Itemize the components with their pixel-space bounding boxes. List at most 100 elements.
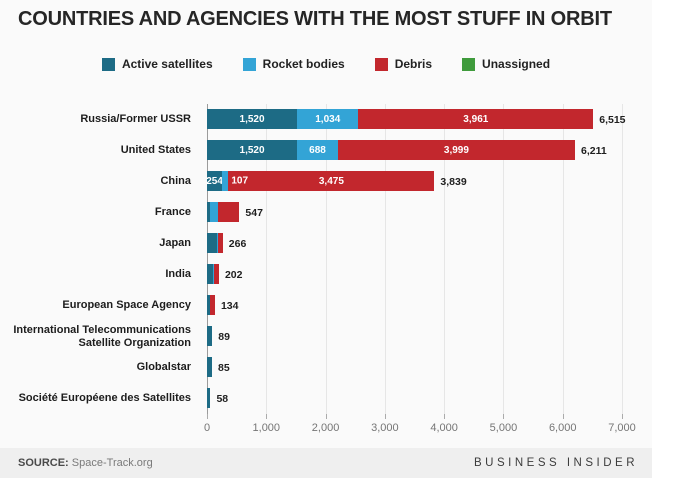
bar-row: China 254 107 3,475 3,839 (0, 166, 652, 197)
bar-row: European Space Agency 134 (0, 290, 652, 321)
bar-row: France 547 (0, 197, 652, 228)
grid-line (325, 104, 327, 414)
total-label: 58 (216, 392, 229, 405)
tick-label: 4,000 (430, 422, 458, 434)
segment-value-label: 254 (206, 175, 223, 187)
bar-segment-debris (213, 264, 219, 284)
bar-segment-active: 254 (206, 171, 223, 191)
grid-line (622, 104, 623, 414)
bar-segment-debris: 3,475 (228, 171, 435, 191)
legend: Active satellites Rocket bodies Debris U… (0, 57, 652, 71)
tick-mark (266, 414, 268, 419)
segment-value-label: 688 (309, 144, 326, 156)
row-label: Japan (159, 237, 191, 249)
row-label: European Space Agency (62, 299, 191, 311)
tick-label: 0 (203, 422, 211, 434)
tick-mark (562, 414, 564, 419)
tick-mark (325, 414, 327, 419)
bar-segment-active (207, 202, 211, 222)
source-credit: SOURCE: Space-Track.org (18, 457, 153, 469)
legend-label-active-satellites: Active satellites (121, 57, 213, 71)
bar-segment-rocket: 688 (297, 140, 338, 160)
total-label: 547 (245, 206, 263, 219)
bar-row: United States 1,520 688 3,999 6,211 (0, 135, 652, 166)
bar: 254 107 3,475 (206, 171, 435, 191)
total-label: 202 (224, 268, 243, 281)
legend-label-debris: Debris (394, 57, 433, 71)
bar-segment-debris (209, 295, 215, 315)
grid-line (384, 104, 386, 414)
grid-line (444, 104, 446, 414)
brand-logo: BUSINESS INSIDER (474, 457, 638, 469)
bar-segment-rocket (216, 233, 219, 253)
total-label: 134 (220, 299, 239, 312)
segment-value-label: 3,475 (318, 175, 344, 187)
tick-label: 1,000 (252, 422, 281, 434)
bar (207, 202, 240, 222)
legend-item-unassigned: Unassigned (462, 57, 550, 71)
bar-segment-rocket: 1,034 (297, 109, 359, 129)
bar (207, 295, 215, 315)
bar (207, 233, 223, 253)
bar (207, 388, 211, 408)
bar-segment-active (207, 326, 213, 346)
bar-segment-debris (217, 202, 240, 222)
tick-label: 6,000 (548, 422, 577, 434)
segment-value-label: 1,034 (315, 113, 341, 125)
tick-mark (622, 414, 623, 419)
legend-swatch-rocket-bodies (242, 57, 256, 71)
tick-mark (444, 414, 446, 419)
total-label: 6,515 (599, 113, 626, 126)
legend-swatch-debris (374, 57, 388, 71)
bar-segment-active (207, 264, 213, 284)
legend-item-rocket-bodies: Rocket bodies (242, 57, 345, 71)
row-label: India (165, 268, 191, 280)
footer: SOURCE: Space-Track.org BUSINESS INSIDER (0, 448, 652, 478)
y-axis-line (207, 104, 208, 414)
legend-swatch-active-satellites (101, 57, 115, 71)
source-label: SOURCE: (18, 457, 69, 469)
total-label: 6,211 (580, 144, 607, 157)
total-label: 266 (228, 237, 247, 250)
legend-label-unassigned: Unassigned (482, 57, 551, 71)
bar-row: International Telecommunications Satelli… (0, 321, 652, 352)
segment-value-label: 1,520 (239, 144, 265, 156)
bar-segment-active (207, 357, 213, 377)
tick-mark (207, 414, 208, 419)
row-label: United States (120, 144, 191, 156)
segment-value-label: 1,520 (239, 113, 265, 125)
bar-row: Société Européene des Satellites 58 (0, 383, 652, 414)
bar-segment-active (207, 388, 211, 408)
grid-line (266, 104, 268, 414)
bar: 1,520 1,034 3,961 (207, 109, 594, 129)
legend-label-rocket-bodies: Rocket bodies (262, 57, 345, 71)
tick-label: 7,000 (608, 422, 636, 434)
tick-mark (384, 414, 386, 419)
legend-item-active-satellites: Active satellites (101, 57, 213, 71)
total-label: 85 (218, 361, 230, 374)
segment-value-label: 3,999 (443, 144, 469, 156)
total-label: 89 (218, 330, 230, 343)
source-value: Space-Track.org (71, 457, 153, 469)
bar-segment-active (207, 233, 217, 253)
bar: 1,520 688 3,999 (207, 140, 575, 160)
grid-line (562, 104, 564, 414)
row-label: France (154, 206, 191, 218)
row-label: China (160, 175, 191, 187)
bar (207, 264, 219, 284)
bar-segment-rocket: 107 (222, 171, 248, 191)
total-label: 3,839 (440, 175, 467, 188)
bar-row: India 202 (0, 259, 652, 290)
bar (207, 357, 213, 377)
row-label: Société Européene des Satellites (18, 392, 191, 404)
tick-mark (503, 414, 505, 419)
bar-segment-debris: 3,961 (358, 109, 594, 129)
bar-segment-debris (218, 233, 223, 253)
bar-row: Russia/Former USSR 1,520 1,034 3,961 6,515 (0, 104, 652, 135)
bar-segment-rocket (210, 202, 218, 222)
chart-title: COUNTRIES AND AGENCIES WITH THE MOST STU… (18, 8, 612, 30)
segment-value-label: 107 (231, 175, 249, 187)
bar (207, 326, 213, 346)
bar-segment-active: 1,520 (207, 109, 298, 129)
row-label: Globalstar (136, 361, 191, 373)
